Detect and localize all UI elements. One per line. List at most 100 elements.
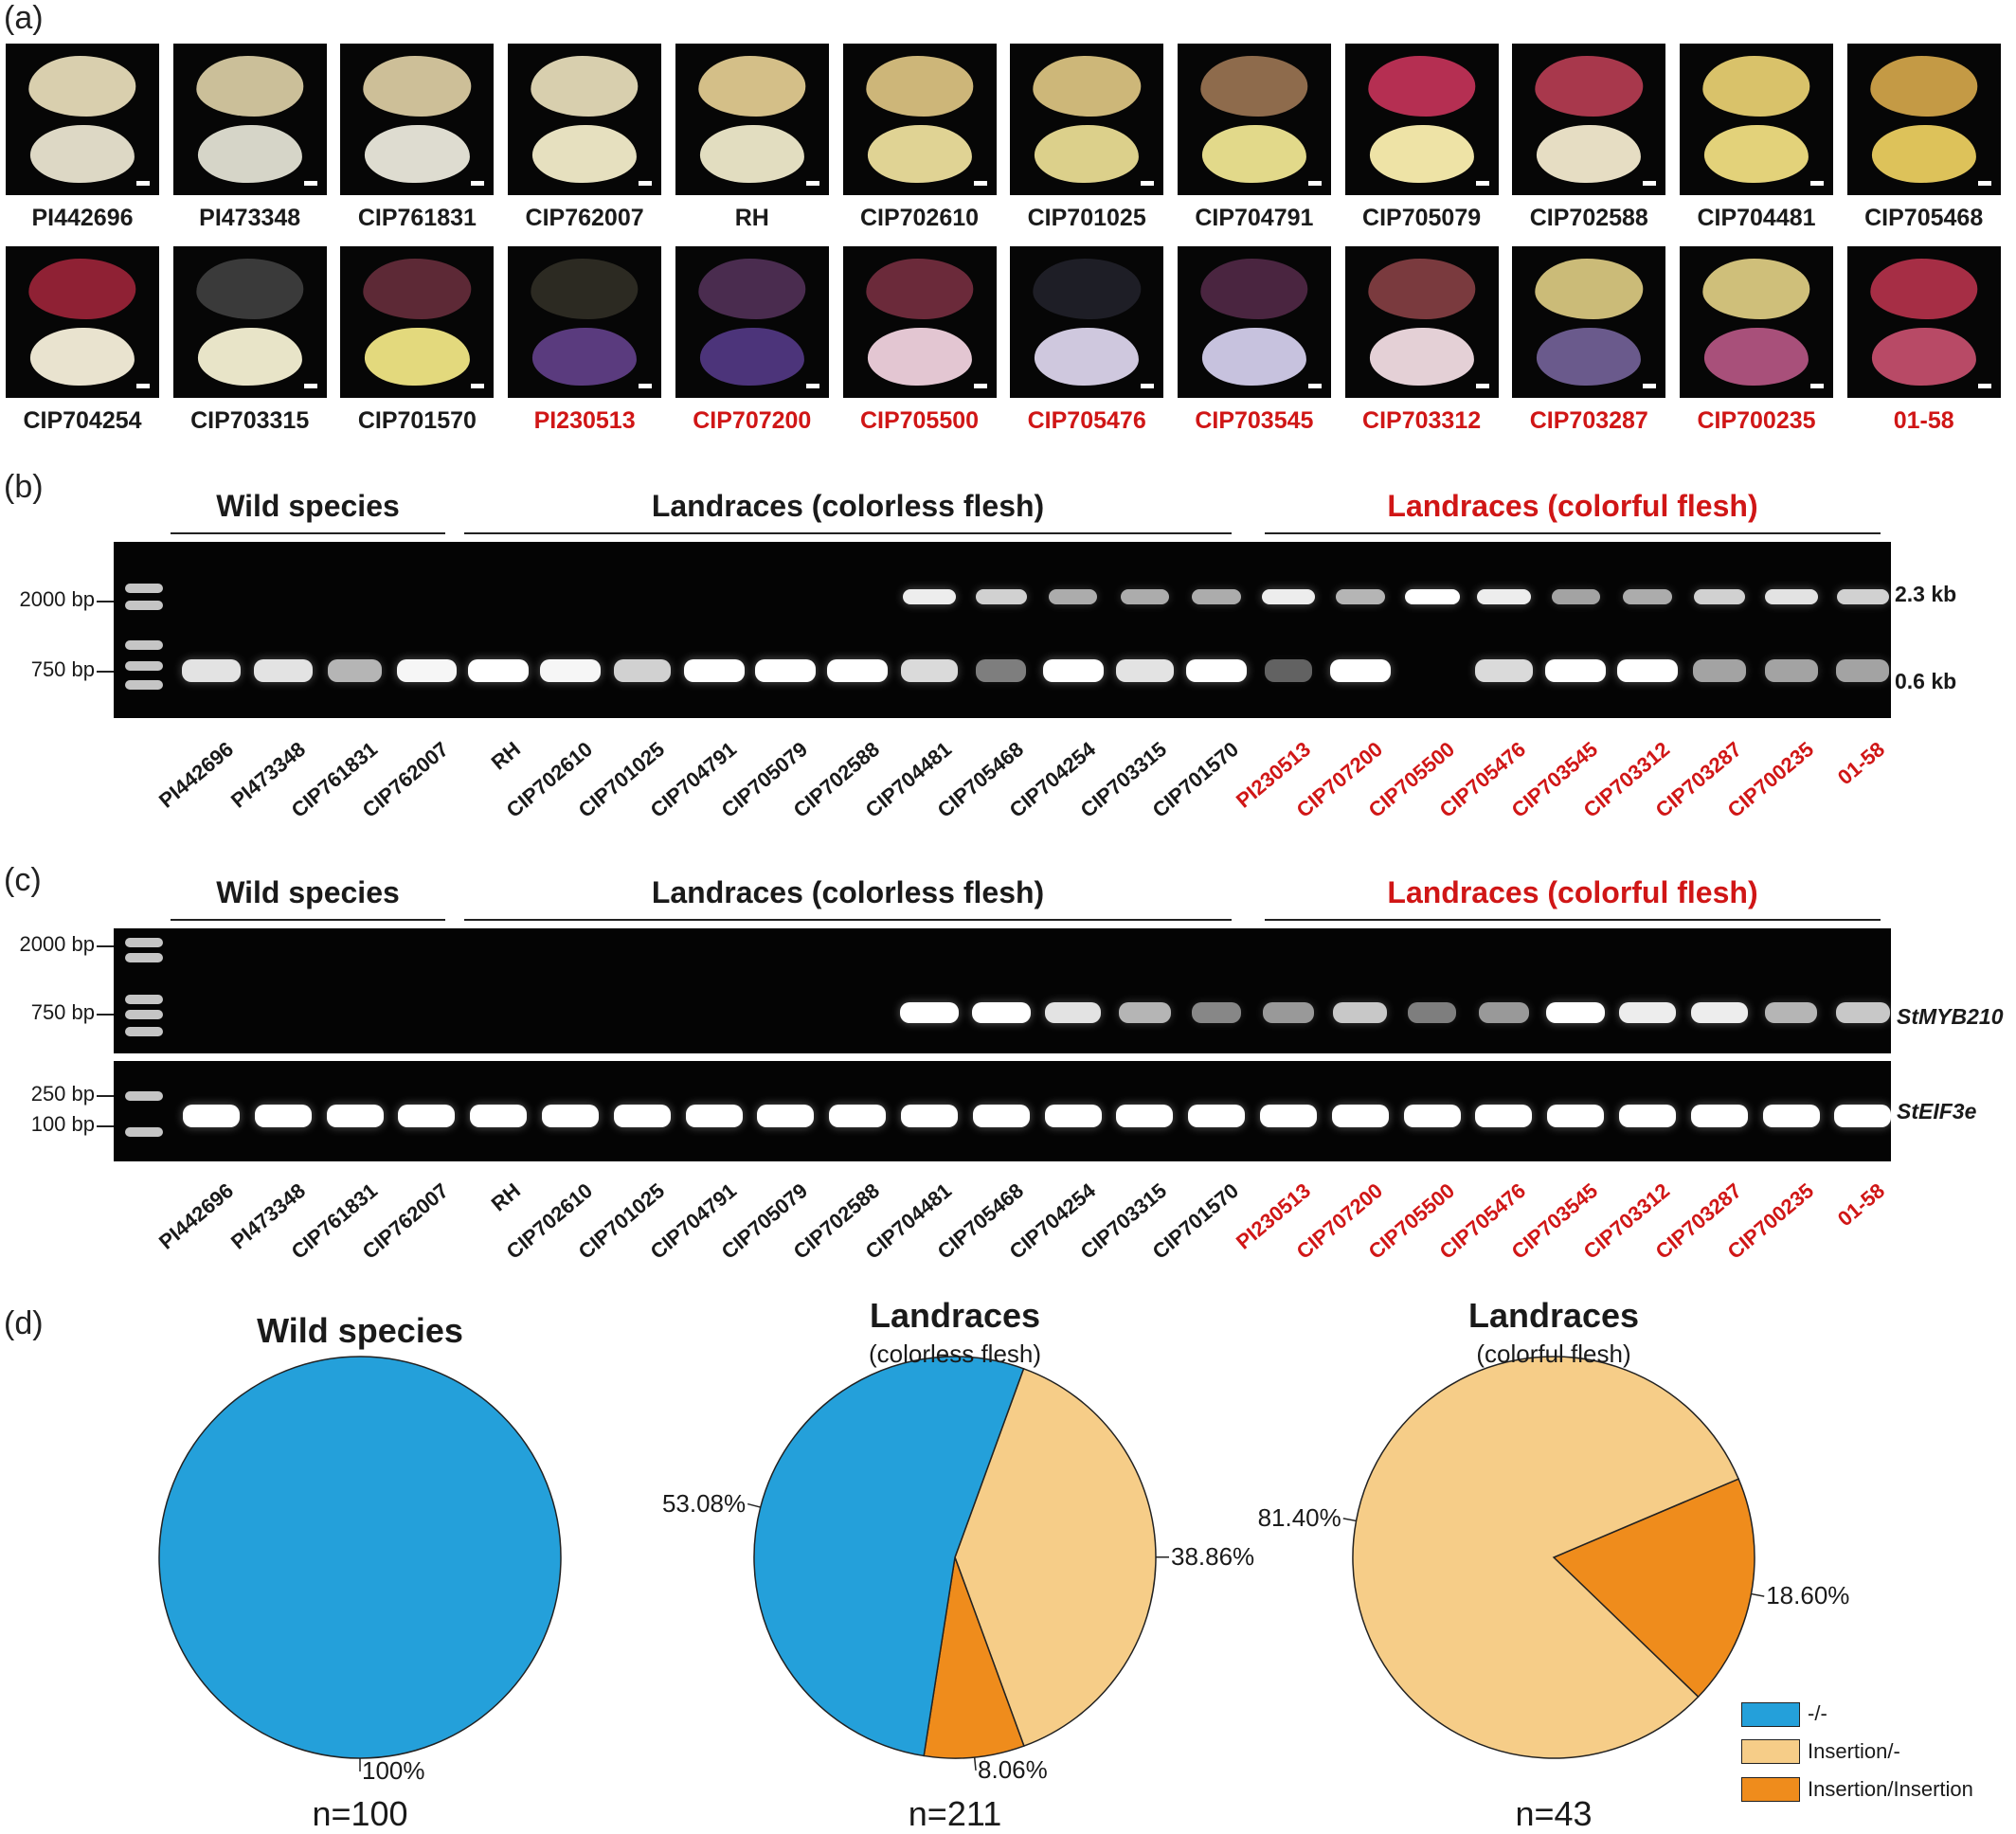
tuber-label: CIP704481	[1673, 205, 1840, 232]
tuber-whole	[1702, 259, 1809, 319]
tuber-photo	[675, 44, 829, 195]
pie-sample-size: n=211	[765, 1794, 1144, 1834]
tuber-photo	[675, 246, 829, 398]
lane-label: CIP705079	[681, 1178, 813, 1295]
band-stmyb210	[1408, 1002, 1456, 1023]
gel-b-group-wild-line	[171, 532, 445, 534]
gel-b-marker-2000: 2000 bp	[0, 587, 95, 612]
gel-b-band-label-2-3kb: 2.3 kb	[1895, 582, 1956, 607]
band-0-6kb	[976, 659, 1026, 682]
band-2-3kb	[1049, 589, 1097, 604]
tuber-label: CIP762007	[501, 205, 668, 232]
tuber-cross-section	[1370, 328, 1474, 386]
tuber-cross-section	[532, 328, 637, 386]
gel-b-group-colorful-line	[1265, 532, 1881, 534]
gel-b-marker-2000-tick	[97, 601, 114, 602]
gel-c-steif3e	[114, 1061, 1891, 1161]
tuber-label: CIP705500	[837, 407, 1003, 435]
band-0-6kb	[1186, 659, 1247, 682]
ladder-band	[125, 938, 163, 947]
gel-c-gene-label-stmyb210: StMYB210	[1897, 1004, 2003, 1030]
scale-bar	[1643, 384, 1656, 388]
tuber-whole	[531, 259, 638, 319]
ladder-band	[125, 601, 163, 610]
band-steif3e	[1547, 1105, 1604, 1127]
band-0-6kb	[468, 659, 529, 682]
band-steif3e	[1404, 1105, 1461, 1127]
band-0-6kb	[684, 659, 745, 682]
band-0-6kb	[1265, 659, 1312, 682]
band-2-3kb	[1192, 589, 1240, 604]
tuber-cross-section	[1370, 125, 1474, 183]
lane-label: 01-58	[1758, 1178, 1890, 1295]
pie-slice	[1353, 1357, 1738, 1758]
scale-bar	[1308, 384, 1322, 388]
band-stmyb210	[1119, 1002, 1172, 1023]
pie-subtitle: (colorful flesh)	[1317, 1340, 1791, 1369]
tuber-label: CIP761831	[333, 205, 500, 232]
band-steif3e	[1260, 1105, 1317, 1127]
scale-bar	[974, 384, 987, 388]
tuber-label: CIP705468	[1841, 205, 2007, 232]
lane-label: 01-58	[1758, 737, 1890, 854]
band-2-3kb	[1262, 589, 1316, 604]
lane-label: CIP703545	[1471, 1178, 1603, 1295]
band-steif3e	[327, 1105, 384, 1127]
tuber-cross-section	[867, 125, 971, 183]
tuber-label: CIP702610	[837, 205, 1003, 232]
band-stmyb210	[1263, 1002, 1313, 1023]
tuber-whole	[196, 259, 303, 319]
pie-slice-label: 38.86%	[1171, 1542, 1254, 1572]
tuber-whole	[698, 56, 805, 117]
lane-label: CIP705079	[681, 737, 813, 854]
band-steif3e	[1045, 1105, 1102, 1127]
band-0-6kb	[182, 659, 241, 682]
lane-label: CIP701570	[1112, 737, 1244, 854]
band-0-6kb	[1617, 659, 1678, 682]
scale-bar	[471, 384, 484, 388]
tuber-photo	[6, 246, 159, 398]
lane-label: PI473348	[178, 1178, 310, 1295]
pie-slice-label: 18.60%	[1766, 1581, 1849, 1610]
scale-bar	[806, 181, 819, 186]
scale-bar	[304, 181, 317, 186]
band-steif3e	[829, 1105, 886, 1127]
lane-label: CIP762007	[322, 1178, 454, 1295]
scale-bar	[1810, 384, 1824, 388]
band-2-3kb	[1477, 589, 1531, 604]
tuber-label: CIP701570	[333, 407, 500, 435]
lane-label: PI442696	[106, 1178, 238, 1295]
band-0-6kb	[1330, 659, 1391, 682]
tuber-whole	[1200, 56, 1307, 117]
tuber-photo	[1512, 246, 1665, 398]
band-0-6kb	[1765, 659, 1818, 682]
band-stmyb210	[1765, 1002, 1818, 1023]
lane-label: CIP705468	[896, 737, 1028, 854]
lane-label: CIP705476	[1399, 1178, 1531, 1295]
gel-c-marker-750: 750 bp	[0, 1000, 95, 1025]
gel-c-group-colorless: Landraces (colorless flesh)	[464, 875, 1232, 910]
gel-b-group-colorful: Landraces (colorful flesh)	[1265, 489, 1881, 524]
tuber-label: CIP704791	[1171, 205, 1338, 232]
scale-bar	[639, 181, 652, 186]
tuber-whole	[1702, 56, 1809, 117]
lane-label: CIP700235	[1686, 1178, 1818, 1295]
tuber-photo	[843, 44, 997, 195]
gel-c-group-colorless-line	[464, 919, 1232, 921]
legend-swatch-minus-minus	[1741, 1702, 1800, 1727]
band-0-6kb	[1545, 659, 1606, 682]
tuber-photo	[1010, 44, 1163, 195]
gel-c-marker-750-tick	[97, 1014, 114, 1016]
gel-c-marker-100-tick	[97, 1125, 114, 1127]
tuber-cross-section	[1035, 328, 1139, 386]
lane-label: CIP703287	[1614, 1178, 1746, 1295]
tuber-label: CIP703315	[167, 407, 333, 435]
tuber-photo	[1345, 44, 1499, 195]
tuber-whole	[1870, 259, 1977, 319]
lane-label: CIP761831	[250, 737, 382, 854]
band-steif3e	[901, 1105, 958, 1127]
gel-c-marker-100: 100 bp	[0, 1112, 95, 1137]
band-stmyb210	[1546, 1002, 1605, 1023]
scale-bar	[974, 181, 987, 186]
scale-bar	[806, 384, 819, 388]
